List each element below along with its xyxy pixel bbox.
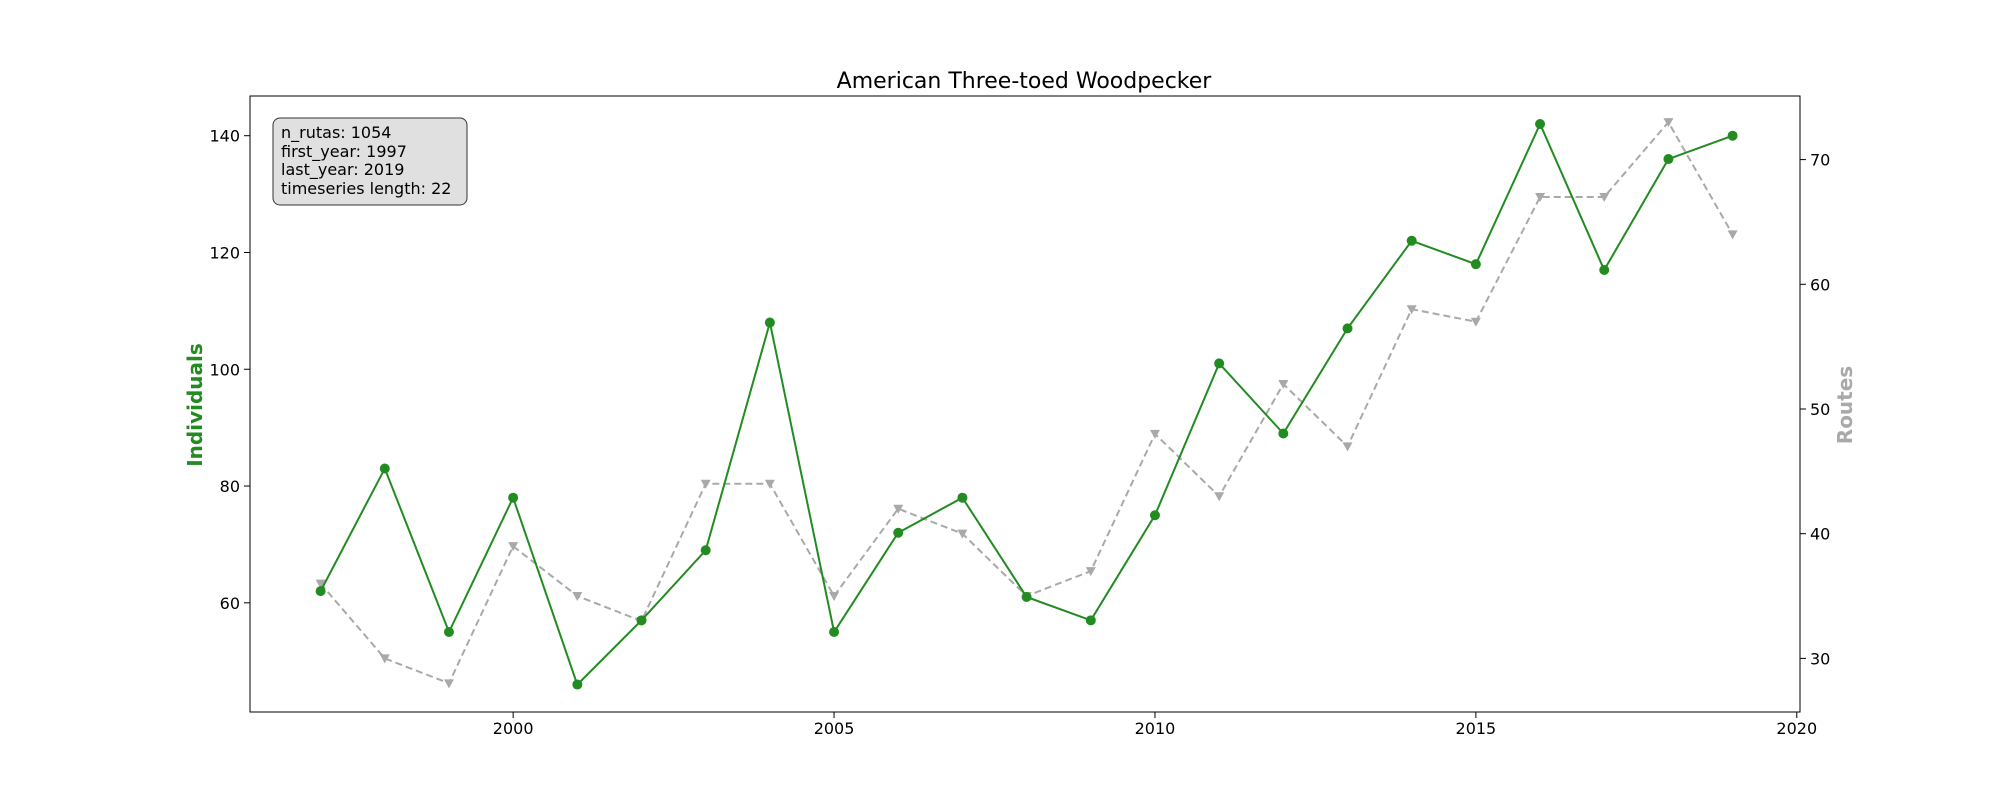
- chart-title: American Three-toed Woodpecker: [837, 69, 1213, 94]
- y-left-tick-label: 60: [220, 594, 240, 613]
- y-right-tick-label: 60: [1810, 275, 1830, 294]
- individuals-data-point: [508, 492, 519, 503]
- individuals-data-point: [315, 586, 326, 597]
- individuals-data-point: [1406, 235, 1417, 246]
- y-left-tick-label: 120: [209, 243, 240, 262]
- x-tick-label: 2015: [1456, 719, 1497, 738]
- individuals-data-point: [1278, 428, 1289, 439]
- routes-data-point: [1214, 492, 1225, 502]
- routes-data-point: [379, 654, 390, 664]
- info-line-timeseries-length: timeseries length: 22: [281, 179, 451, 198]
- routes-data-point: [764, 479, 775, 489]
- individuals-data-point: [1535, 119, 1546, 130]
- individuals-data-point: [443, 627, 454, 638]
- individuals-data-point: [1214, 358, 1225, 369]
- individuals-data-point: [1085, 615, 1096, 626]
- routes-data-point: [443, 679, 454, 689]
- y-axis-label-right: Routes: [1833, 366, 1857, 444]
- routes-data-point: [893, 504, 904, 514]
- info-line-n-rutas: n_rutas: 1054: [281, 123, 391, 143]
- info-box-background: [272, 117, 468, 206]
- routes-data-point: [1278, 380, 1289, 390]
- routes-data-point: [1727, 230, 1738, 240]
- info-line-last-year: last_year: 2019: [281, 160, 404, 180]
- individuals-data-point: [379, 463, 390, 474]
- plot-frame: [249, 95, 1801, 713]
- routes-data-point: [315, 579, 326, 589]
- individuals-data-point: [1342, 323, 1353, 334]
- y-right-tick-label: 40: [1810, 525, 1830, 544]
- routes-data-point: [1342, 442, 1353, 452]
- individuals-data-point: [957, 492, 968, 503]
- individuals-data-point: [1021, 591, 1032, 602]
- individuals-data-point: [636, 615, 647, 626]
- routes-data-point: [700, 479, 711, 489]
- y-axis-label-left: Individuals: [183, 343, 207, 467]
- individuals-data-point: [700, 545, 711, 556]
- individuals-data-point: [1470, 259, 1481, 270]
- routes-data-point: [1406, 305, 1417, 315]
- info-box: n_rutas: 1054 first_year: 1997 last_year…: [272, 117, 468, 206]
- info-line-first-year: first_year: 1997: [281, 142, 407, 162]
- individuals-data-point: [829, 627, 840, 638]
- individuals-data-point: [1149, 510, 1160, 521]
- individuals-data-point: [572, 679, 583, 690]
- x-tick-label: 2005: [814, 719, 855, 738]
- routes-data-point: [829, 592, 840, 602]
- routes-data-point: [1149, 429, 1160, 439]
- y-left-tick-label: 80: [220, 477, 240, 496]
- routes-data-point: [1470, 317, 1481, 327]
- individuals-data-point: [893, 527, 904, 538]
- individuals-data-point: [1599, 264, 1610, 275]
- y-right-tick-label: 70: [1810, 151, 1830, 170]
- individuals-data-point: [1663, 154, 1674, 165]
- routes-data-point: [1535, 193, 1546, 203]
- individuals-data-point: [764, 317, 775, 328]
- y-left-tick-label: 140: [209, 127, 240, 146]
- routes-data-point: [508, 542, 519, 552]
- x-tick-label: 2000: [493, 719, 534, 738]
- individuals-data-point: [1727, 130, 1738, 141]
- routes-data-point: [1599, 193, 1610, 203]
- y-left-tick-label: 100: [209, 360, 240, 379]
- routes-data-point: [957, 529, 968, 539]
- x-tick-label: 2020: [1776, 719, 1817, 738]
- routes-data-point: [572, 592, 583, 602]
- y-right-tick-label: 30: [1810, 649, 1830, 668]
- routes-data-point: [1663, 118, 1674, 128]
- y-right-tick-label: 50: [1810, 400, 1830, 419]
- routes-data-point: [1085, 567, 1096, 577]
- x-tick-label: 2010: [1135, 719, 1176, 738]
